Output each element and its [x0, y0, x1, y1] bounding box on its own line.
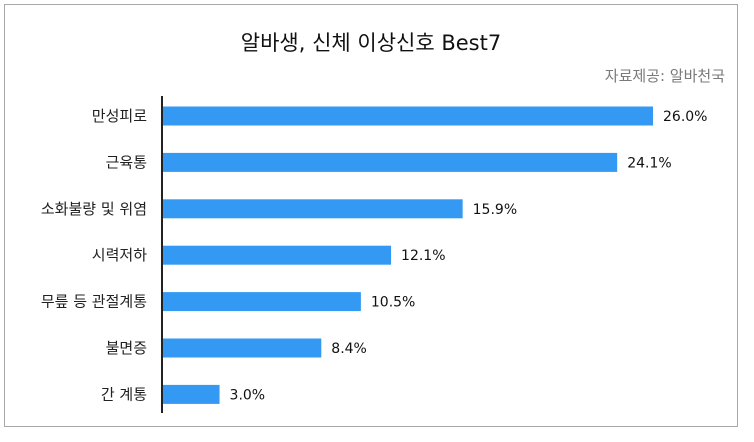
category-label: 근육통 [106, 153, 147, 171]
value-label: 10.5% [371, 295, 415, 311]
category-label: 불면증 [106, 339, 147, 357]
bar [163, 152, 618, 172]
category-label: 소화불량 및 위염 [41, 200, 147, 218]
category-label: 무릎 등 관절계통 [41, 293, 147, 311]
value-label: 26.0% [663, 109, 707, 125]
value-label: 3.0% [230, 387, 266, 403]
bar [163, 384, 220, 404]
category-label: 간 계통 [101, 385, 147, 403]
bar [163, 199, 463, 219]
value-label: 24.1% [627, 155, 671, 171]
bar [163, 338, 322, 358]
chart-title: 알바생, 신체 이상신호 Best7 [240, 31, 502, 55]
value-label: 12.1% [401, 248, 445, 264]
chart-source: 자료제공: 알바천국 [604, 67, 725, 85]
bar [163, 292, 361, 312]
category-label: 시력저하 [92, 246, 147, 264]
bar [163, 245, 392, 265]
bar [163, 106, 653, 126]
category-label: 만성피로 [92, 107, 147, 125]
bars-group: 만성피로 26.0% 근육통 24.1% 소화불량 및 위염 15.9% 시력저하 12.1%… [41, 106, 707, 404]
value-label: 8.4% [331, 341, 367, 357]
value-label: 15.9% [473, 202, 517, 218]
